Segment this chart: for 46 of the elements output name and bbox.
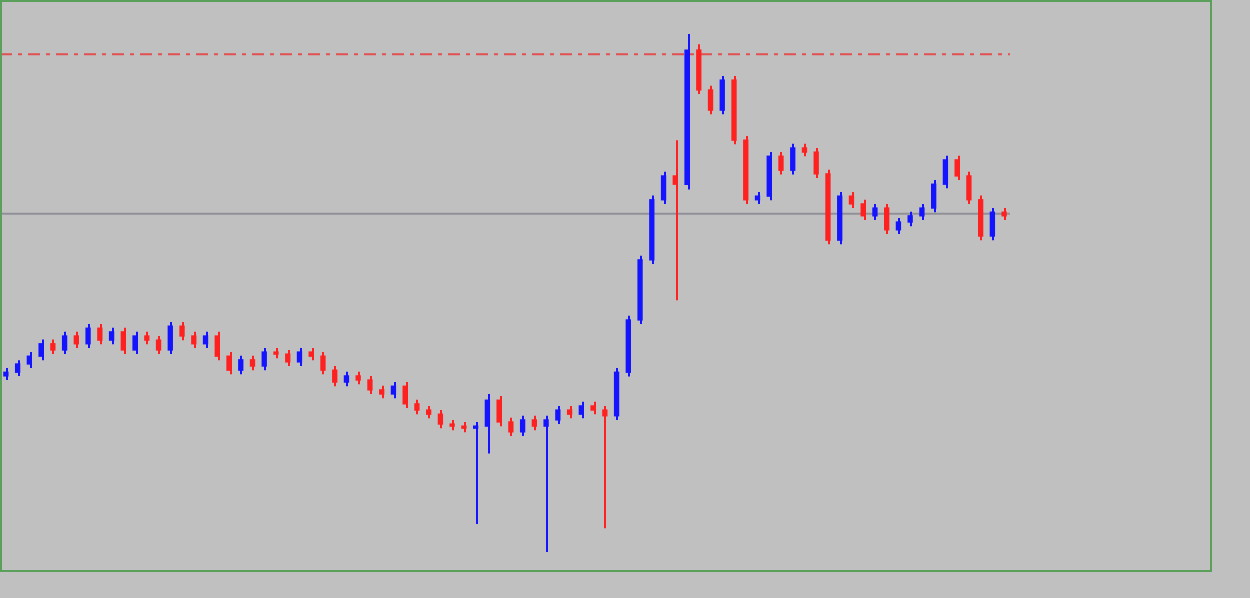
candlestick: [660, 170, 667, 205]
candlestick: [954, 154, 960, 182]
candlestick: [61, 330, 68, 356]
candlestick: [214, 330, 220, 362]
candlestick: [120, 326, 126, 356]
candlestick: [778, 151, 784, 176]
candlestick: [989, 207, 996, 242]
candlestick: [496, 395, 502, 428]
candlestick: [613, 367, 620, 421]
candlestick: [296, 346, 303, 368]
candlestick: [602, 404, 608, 530]
candlestick: [472, 420, 479, 526]
candlestick: [766, 151, 772, 202]
candlestick: [519, 414, 526, 437]
candlestick: [484, 393, 491, 455]
candlestick: [238, 354, 244, 376]
candlestick: [837, 190, 843, 246]
candlestick: [966, 170, 972, 205]
candlestick: [132, 330, 138, 356]
candlestick: [167, 321, 173, 356]
candlestick: [931, 179, 937, 214]
candlestick: [367, 374, 373, 396]
candlestick: [508, 416, 514, 437]
candlestick: [942, 154, 949, 190]
candlestick: [813, 146, 819, 179]
candlestick: [402, 381, 408, 409]
candlestick: [696, 43, 702, 96]
candlestick: [860, 198, 866, 221]
candlestick: [707, 84, 714, 116]
candlestick: [672, 139, 678, 302]
candlestick: [555, 404, 561, 426]
candlestick: [261, 346, 267, 372]
candlestick: [38, 338, 44, 362]
candlestick: [790, 142, 796, 176]
candlestick: [543, 414, 549, 553]
candlestick: [437, 409, 444, 430]
candlestick: [320, 351, 326, 376]
candlestick: [332, 365, 338, 388]
candlestick: [179, 321, 185, 342]
candlestick: [226, 351, 232, 376]
candlestick: [155, 334, 162, 356]
candlestick: [85, 323, 91, 349]
candlestick: [97, 323, 103, 346]
candlestick: [884, 202, 890, 235]
candlestick: [719, 74, 725, 116]
candlestick: [977, 194, 984, 242]
